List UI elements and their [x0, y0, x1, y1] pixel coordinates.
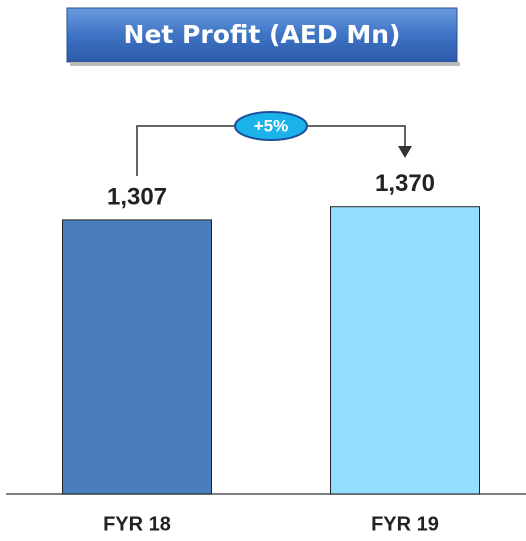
title-banner [66, 7, 458, 63]
chart-title: Net Profit (AED Mn) [124, 20, 401, 49]
annotation: +5% [254, 116, 289, 135]
arrow-head [398, 146, 412, 158]
annotation-badge [234, 111, 308, 141]
bar [62, 219, 212, 495]
bar [330, 206, 480, 495]
value-label: 1,307 [107, 183, 167, 210]
value-label: 1,370 [375, 170, 435, 197]
x-tick-label: FYR 18 [103, 513, 171, 535]
title-shadow [70, 62, 460, 66]
x-tick-label: FYR 19 [371, 513, 439, 535]
